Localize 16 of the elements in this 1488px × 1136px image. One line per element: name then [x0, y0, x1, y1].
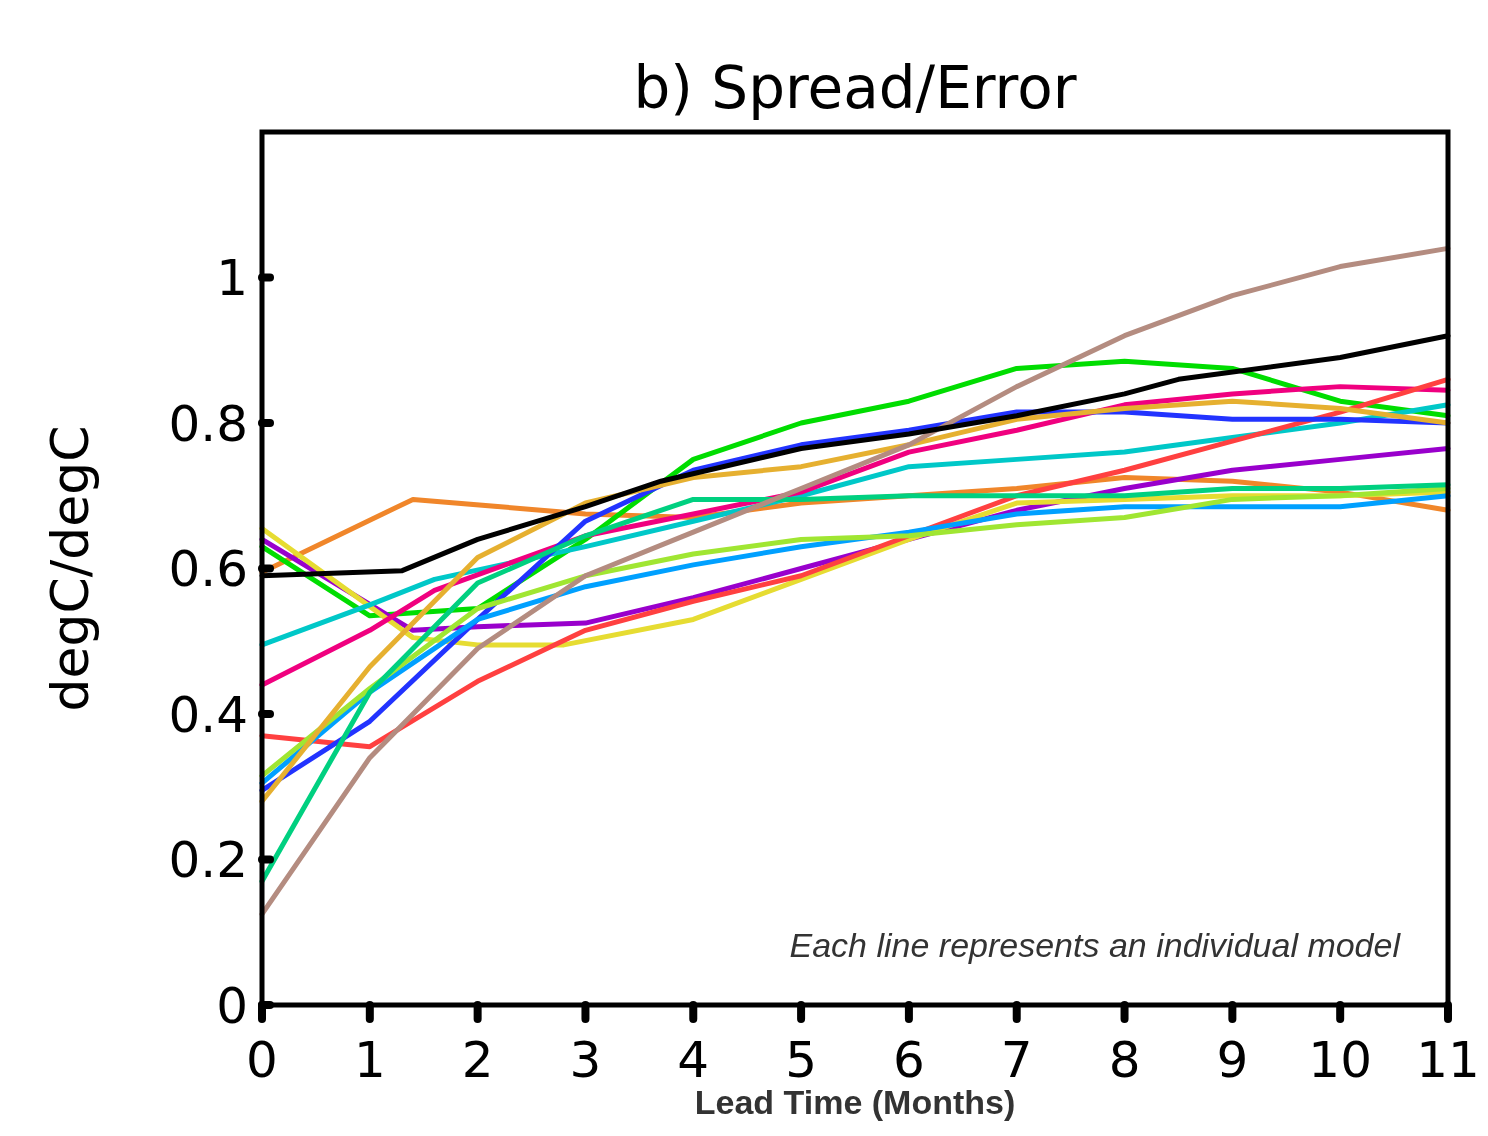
x-tick-label: 8 — [1108, 1031, 1141, 1089]
y-tick-label: 0.4 — [168, 685, 248, 744]
x-tick-label: 9 — [1216, 1031, 1249, 1089]
y-tick-label: 1 — [216, 249, 248, 307]
y-tick-label: 0.2 — [168, 831, 248, 889]
y-tick-label: 0 — [216, 976, 248, 1035]
y-tick-label: 0.6 — [168, 540, 248, 598]
y-axis-title: degC/degC — [40, 425, 100, 712]
y-tick-label: 0.8 — [168, 394, 248, 453]
x-tick-label: 10 — [1308, 1031, 1372, 1089]
annotation: Each line represents an individual model — [789, 926, 1402, 964]
x-tick-label: 1 — [353, 1031, 386, 1089]
chart-title: b) Spread/Error — [633, 54, 1077, 122]
x-tick-label: 2 — [461, 1031, 494, 1089]
x-tick-label: 3 — [569, 1031, 602, 1089]
x-tick-label: 11 — [1416, 1031, 1480, 1089]
